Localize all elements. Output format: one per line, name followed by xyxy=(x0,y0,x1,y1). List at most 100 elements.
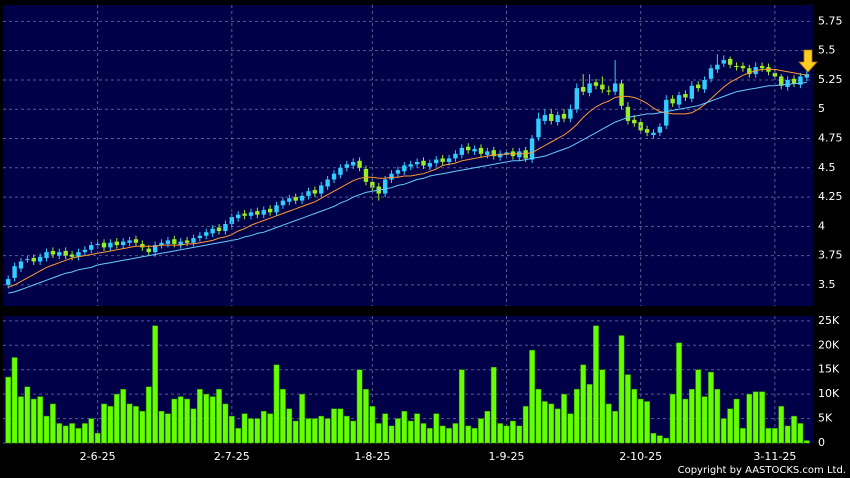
candle-body xyxy=(95,243,100,246)
candle-body xyxy=(178,241,183,246)
volume-bar xyxy=(740,428,746,444)
moving-average-line xyxy=(8,68,807,288)
volume-bar xyxy=(350,420,357,444)
volume-bar xyxy=(37,396,43,444)
y-tick-label: 3.75 xyxy=(818,249,843,262)
candle-body xyxy=(101,242,107,248)
candle-body xyxy=(89,245,94,250)
volume-bar xyxy=(331,408,337,444)
volume-bar xyxy=(197,389,203,444)
candle-body xyxy=(440,158,445,162)
candle-body xyxy=(517,151,522,158)
candle-body xyxy=(587,83,592,93)
volume-bar xyxy=(439,425,446,444)
candle-body xyxy=(580,86,586,92)
y-tick-label: 4.75 xyxy=(818,132,843,145)
candle-body xyxy=(536,118,541,138)
volume-bar xyxy=(427,428,433,444)
candle-body xyxy=(446,158,452,162)
volume-bar xyxy=(113,393,120,444)
candle-body xyxy=(702,79,707,90)
candle-body xyxy=(133,239,139,243)
volume-bar xyxy=(465,425,472,444)
candle-body xyxy=(561,113,567,119)
volume-bar xyxy=(669,393,676,444)
candle-body xyxy=(657,126,663,133)
volume-bar xyxy=(695,369,702,444)
candle-body xyxy=(325,179,330,187)
volume-bar xyxy=(56,423,63,444)
volume-bar xyxy=(171,398,178,444)
candle-body xyxy=(274,205,279,213)
volume-bar xyxy=(260,411,267,444)
candle-body xyxy=(491,150,496,157)
candle-body xyxy=(172,239,177,244)
volume-bar xyxy=(599,369,606,444)
candle-body xyxy=(5,279,11,285)
volume-bar xyxy=(625,374,631,444)
candle-body xyxy=(235,214,241,219)
volume-bar xyxy=(145,386,152,444)
candle-body xyxy=(370,181,375,188)
volume-bar xyxy=(446,428,452,444)
volume-bar xyxy=(503,425,510,444)
candle-body xyxy=(159,242,164,246)
volume-bar xyxy=(752,391,759,444)
volume-bar xyxy=(573,389,580,444)
candle-body xyxy=(197,235,203,239)
candle-body xyxy=(242,213,247,216)
volume-bar xyxy=(650,432,657,444)
candle-body xyxy=(287,198,292,202)
candle-body xyxy=(140,243,145,248)
y-tick-label: 25K xyxy=(818,314,840,327)
volume-bar xyxy=(637,398,644,444)
candle-body xyxy=(402,165,407,172)
candle-body xyxy=(293,197,298,201)
x-tick-label: 1-8-25 xyxy=(354,450,390,463)
candle-body xyxy=(555,115,560,123)
volume-bar xyxy=(126,403,133,444)
moving-average-line xyxy=(8,81,807,294)
candle-body xyxy=(472,149,477,152)
y-tick-label: 0 xyxy=(818,436,825,449)
volume-bar xyxy=(733,398,740,444)
candle-body xyxy=(331,173,337,180)
candle-body xyxy=(357,160,362,168)
volume-bar xyxy=(120,389,127,444)
candle-body xyxy=(363,168,369,182)
volume-bar xyxy=(414,413,420,444)
x-tick-label: 2-7-25 xyxy=(214,450,250,463)
candle-body xyxy=(715,64,720,70)
candle-body xyxy=(708,68,714,79)
candle-body xyxy=(395,170,401,174)
candle-body xyxy=(459,147,465,155)
y-tick-label: 20K xyxy=(818,338,840,351)
volume-bar xyxy=(388,425,395,444)
candle-body xyxy=(12,266,17,278)
volume-bar xyxy=(343,415,350,444)
volume-bar xyxy=(82,423,88,444)
volume-bar xyxy=(324,418,331,444)
candle-body xyxy=(485,151,490,155)
candle-body xyxy=(529,138,535,160)
volume-bar xyxy=(746,393,753,444)
candle-body xyxy=(299,195,305,201)
x-tick-label: 1-9-25 xyxy=(489,450,525,463)
candle-body xyxy=(114,241,120,246)
volume-bar xyxy=(612,411,618,444)
y-tick-label: 5.25 xyxy=(818,73,843,86)
candle-body xyxy=(280,200,286,206)
volume-bar xyxy=(471,428,478,444)
candle-body xyxy=(683,94,688,98)
volume-bar xyxy=(401,411,408,444)
candle-body xyxy=(37,256,43,262)
volume-bar xyxy=(663,437,670,444)
x-tick-label: 2-10-25 xyxy=(619,450,662,463)
volume-bar xyxy=(529,349,535,444)
y-tick-label: 15K xyxy=(818,363,840,376)
copyright: Copyright by AASTOCKS.com Ltd. xyxy=(678,465,846,476)
candle-body xyxy=(625,106,631,121)
candle-body xyxy=(204,232,209,236)
volume-bar xyxy=(158,411,165,444)
volume-bar xyxy=(337,408,344,444)
